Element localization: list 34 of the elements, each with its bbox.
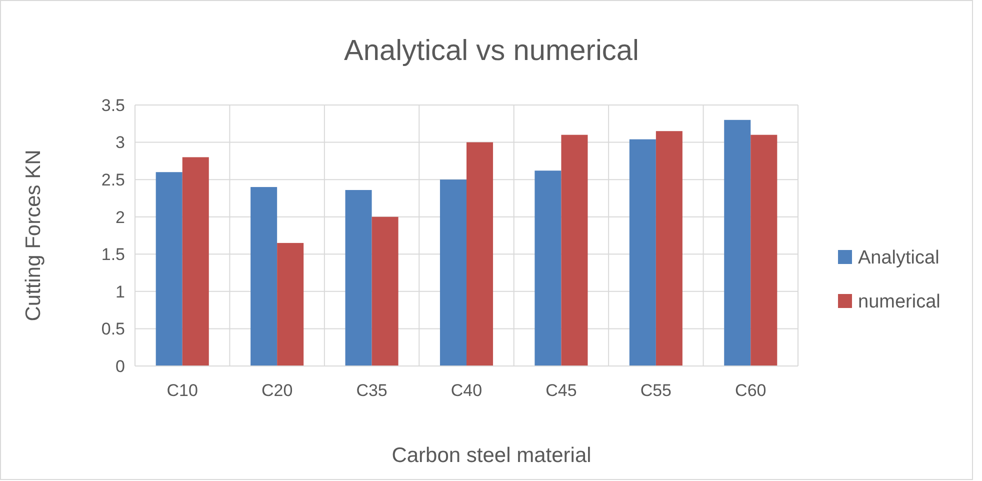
- legend-label: numerical: [858, 292, 940, 313]
- x-tick-label: C40: [450, 381, 482, 400]
- bar: [629, 139, 656, 366]
- bar: [561, 134, 588, 366]
- bar: [440, 180, 466, 366]
- chart-title: Analytical vs numerical: [344, 35, 639, 67]
- y-tick-label: 2.5: [101, 170, 125, 190]
- y-tick-label: 0.5: [101, 320, 125, 339]
- y-tick-label: 2: [116, 208, 125, 227]
- x-tick-label: C20: [261, 381, 293, 400]
- x-tick-label: C55: [640, 381, 672, 400]
- legend-label: Analytical: [858, 248, 940, 269]
- bar: [372, 216, 398, 366]
- x-tick-label: C10: [166, 381, 198, 400]
- x-axis-title: Carbon steel material: [392, 444, 592, 467]
- x-tick-label: C45: [546, 381, 577, 400]
- y-tick-label: 3: [116, 133, 125, 152]
- x-tick-label: C35: [356, 381, 388, 400]
- bar: [656, 131, 682, 366]
- bar: [534, 170, 562, 366]
- bar: [345, 190, 372, 366]
- y-tick-label: 0: [116, 356, 125, 376]
- y-tick-label: 1.5: [101, 245, 125, 264]
- x-tick-label: C60: [735, 381, 766, 400]
- bar: [724, 120, 751, 366]
- y-tick-label: 1: [116, 282, 125, 302]
- y-tick-label: 3.5: [101, 96, 125, 115]
- bar: [182, 157, 209, 366]
- bar: [750, 134, 778, 366]
- bar: [156, 172, 182, 366]
- bar: [466, 142, 494, 366]
- bar: [277, 242, 304, 366]
- y-axis-title: Cutting Forces KN: [22, 150, 45, 322]
- bar: [250, 187, 278, 366]
